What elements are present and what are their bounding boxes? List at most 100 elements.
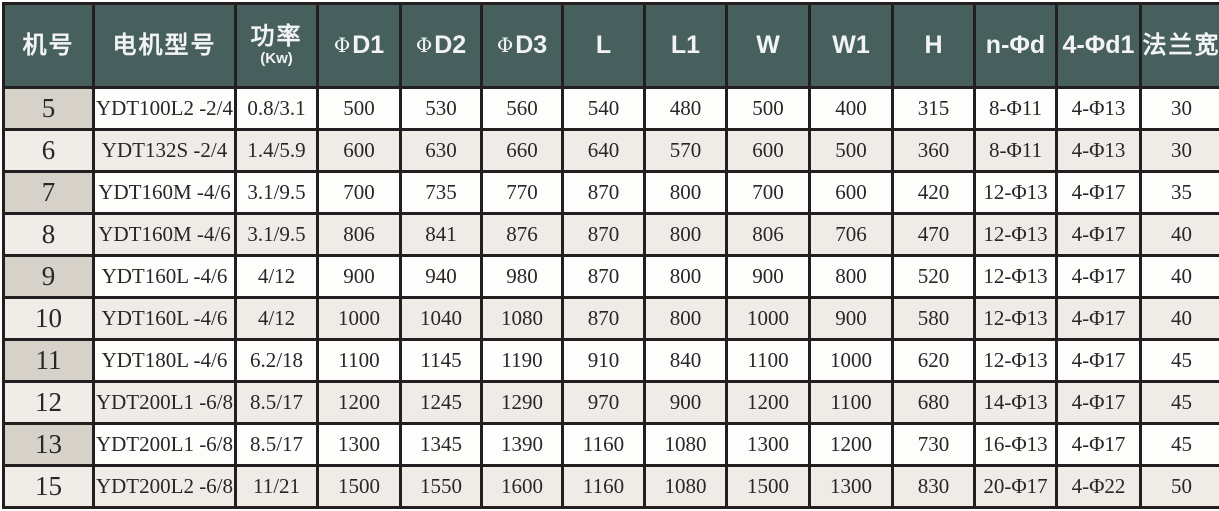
table-cell: 470: [893, 214, 975, 256]
table-cell: 4-Φ17: [1057, 256, 1141, 298]
table-cell: 1300: [727, 424, 810, 466]
table-cell: 800: [645, 214, 727, 256]
table-cell: 500: [810, 130, 893, 172]
table-cell: 4-Φ17: [1057, 382, 1141, 424]
table-cell: YDT180L -4/6: [94, 340, 236, 382]
table-cell: 50: [1141, 466, 1219, 508]
table-cell: 480: [645, 88, 727, 130]
header-cell: L1: [645, 4, 727, 88]
table-cell: 4-Φ22: [1057, 466, 1141, 508]
table-cell: 4-Φ17: [1057, 424, 1141, 466]
header-label: W: [756, 31, 780, 59]
row-number-cell: 6: [4, 130, 94, 172]
table-cell: 570: [645, 130, 727, 172]
table-cell: YDT200L1 -6/8: [94, 424, 236, 466]
table-cell: 1080: [645, 424, 727, 466]
table-cell: 900: [318, 256, 401, 298]
table-cell: 1390: [482, 424, 563, 466]
table-cell: 660: [482, 130, 563, 172]
header-label: 机号: [23, 32, 75, 59]
table-cell: 4-Φ13: [1057, 130, 1141, 172]
row-number-cell: 5: [4, 88, 94, 130]
table-cell: 830: [893, 466, 975, 508]
table-cell: 1200: [727, 382, 810, 424]
table-cell: 1550: [401, 466, 482, 508]
phi-symbol: Φ: [416, 33, 432, 57]
table-cell: 500: [318, 88, 401, 130]
table-cell: 1600: [482, 466, 563, 508]
table-cell: YDT100L2 -2/4: [94, 88, 236, 130]
table-cell: 12-Φ13: [975, 214, 1057, 256]
table-cell: 400: [810, 88, 893, 130]
table-cell: YDT132S -2/4: [94, 130, 236, 172]
table-cell: 6.2/18: [236, 340, 318, 382]
table-cell: 730: [893, 424, 975, 466]
header-label: D2: [434, 31, 466, 59]
table-cell: YDT160L -4/6: [94, 256, 236, 298]
table-cell: 1200: [318, 382, 401, 424]
table-cell: 4-Φ17: [1057, 298, 1141, 340]
table-cell: 1160: [563, 424, 645, 466]
table-cell: 530: [401, 88, 482, 130]
table-cell: 40: [1141, 214, 1219, 256]
table-cell: 1100: [727, 340, 810, 382]
header-label: L: [596, 31, 611, 59]
row-number-cell: 15: [4, 466, 94, 508]
table-cell: 1000: [318, 298, 401, 340]
table-cell: 1.4/5.9: [236, 130, 318, 172]
table-cell: 900: [727, 256, 810, 298]
table-cell: 30: [1141, 130, 1219, 172]
table-cell: 735: [401, 172, 482, 214]
table-cell: 630: [401, 130, 482, 172]
table-cell: 640: [563, 130, 645, 172]
table-cell: 8.5/17: [236, 382, 318, 424]
table-cell: 806: [318, 214, 401, 256]
table-cell: 1160: [563, 466, 645, 508]
header-cell: n-Φd: [975, 4, 1057, 88]
table-cell: 876: [482, 214, 563, 256]
table-cell: 4-Φ17: [1057, 340, 1141, 382]
header-cell: 4-Φd1: [1057, 4, 1141, 88]
table-cell: YDT160M -4/6: [94, 172, 236, 214]
table-cell: 1245: [401, 382, 482, 424]
table-cell: 1300: [810, 466, 893, 508]
row-number-cell: 11: [4, 340, 94, 382]
table-cell: 600: [318, 130, 401, 172]
table-cell: 1000: [727, 298, 810, 340]
table-cell: 870: [563, 214, 645, 256]
table-cell: 1345: [401, 424, 482, 466]
table-cell: 12-Φ13: [975, 172, 1057, 214]
phi-symbol: Φ: [334, 33, 350, 57]
header-sublabel: (Kw): [237, 50, 316, 67]
table-cell: 600: [727, 130, 810, 172]
table-cell: 20-Φ17: [975, 466, 1057, 508]
table-cell: 12-Φ13: [975, 340, 1057, 382]
table-cell: 706: [810, 214, 893, 256]
header-cell: 电机型号: [94, 4, 236, 88]
table-cell: 841: [401, 214, 482, 256]
header-label: D1: [352, 31, 384, 59]
table-cell: 315: [893, 88, 975, 130]
row-number-cell: 9: [4, 256, 94, 298]
table-cell: 1100: [318, 340, 401, 382]
header-cell: 机号: [4, 4, 94, 88]
table-cell: 500: [727, 88, 810, 130]
header-cell: 法兰宽: [1141, 4, 1219, 88]
header-label: n-Φd: [986, 31, 1045, 59]
table-cell: 30: [1141, 88, 1219, 130]
header-label: L1: [671, 31, 700, 59]
table-cell: 8-Φ11: [975, 130, 1057, 172]
table-cell: 806: [727, 214, 810, 256]
header-cell: H: [893, 4, 975, 88]
table-cell: YDT160L -4/6: [94, 298, 236, 340]
